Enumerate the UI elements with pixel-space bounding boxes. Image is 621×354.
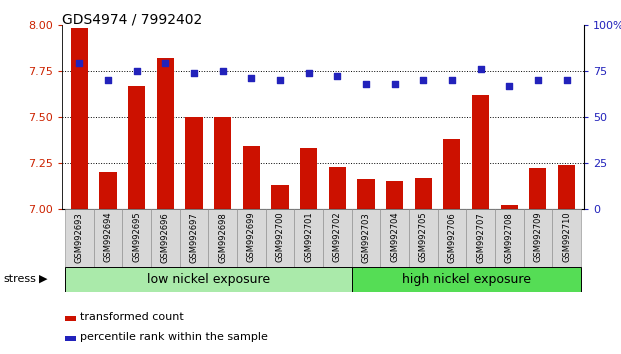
Bar	[208, 209, 237, 267]
Text: GSM992695: GSM992695	[132, 212, 141, 262]
Bar	[71, 28, 88, 209]
Bar	[524, 209, 552, 267]
Bar	[443, 139, 461, 209]
Bar	[380, 209, 409, 267]
Point	[160, 61, 170, 66]
Text: GSM992700: GSM992700	[276, 212, 284, 262]
Bar	[128, 86, 145, 209]
Point	[189, 70, 199, 75]
Bar	[495, 209, 524, 267]
Text: GSM992702: GSM992702	[333, 212, 342, 262]
Text: GSM992699: GSM992699	[247, 212, 256, 262]
Text: high nickel exposure: high nickel exposure	[402, 273, 531, 286]
Bar	[552, 209, 581, 267]
Text: GSM992701: GSM992701	[304, 212, 313, 262]
Point	[419, 77, 428, 83]
Point	[561, 77, 571, 83]
Bar	[415, 178, 432, 209]
Bar	[529, 169, 546, 209]
Text: low nickel exposure: low nickel exposure	[147, 273, 270, 286]
Point	[504, 83, 514, 88]
Text: GSM992703: GSM992703	[361, 212, 370, 263]
Bar	[65, 209, 94, 267]
Point	[476, 66, 486, 72]
Text: GSM992697: GSM992697	[189, 212, 199, 263]
Bar	[271, 185, 289, 209]
Text: percentile rank within the sample: percentile rank within the sample	[80, 332, 268, 342]
Point	[447, 77, 457, 83]
Text: GSM992709: GSM992709	[533, 212, 542, 262]
Text: GSM992694: GSM992694	[104, 212, 112, 262]
Text: transformed count: transformed count	[80, 312, 184, 322]
Point	[533, 77, 543, 83]
Bar	[99, 172, 117, 209]
Text: GSM992704: GSM992704	[390, 212, 399, 262]
Bar	[185, 117, 202, 209]
Point	[304, 70, 314, 75]
Text: GSM992698: GSM992698	[218, 212, 227, 263]
Bar	[386, 181, 403, 209]
Bar	[179, 209, 208, 267]
Bar	[214, 117, 231, 209]
Bar	[243, 146, 260, 209]
Bar	[122, 209, 151, 267]
Bar	[266, 209, 294, 267]
Bar	[351, 267, 581, 292]
Bar	[438, 209, 466, 267]
Bar	[94, 209, 122, 267]
Bar	[294, 209, 323, 267]
Bar	[472, 95, 489, 209]
Bar	[357, 179, 374, 209]
Bar	[558, 165, 575, 209]
Text: stress: stress	[3, 274, 36, 284]
Point	[389, 81, 399, 86]
Point	[275, 77, 285, 83]
Point	[332, 74, 342, 79]
Point	[217, 68, 227, 74]
Text: ▶: ▶	[39, 274, 47, 284]
Point	[361, 81, 371, 86]
Bar	[323, 209, 351, 267]
Text: GSM992696: GSM992696	[161, 212, 170, 263]
Bar	[65, 336, 76, 341]
Bar	[151, 209, 179, 267]
Bar	[156, 58, 174, 209]
Bar	[351, 209, 380, 267]
Bar	[65, 267, 351, 292]
Bar	[237, 209, 266, 267]
Text: GDS4974 / 7992402: GDS4974 / 7992402	[62, 12, 202, 27]
Bar	[300, 148, 317, 209]
Bar	[466, 209, 495, 267]
Text: GSM992705: GSM992705	[419, 212, 428, 262]
Point	[247, 75, 256, 81]
Bar	[501, 205, 518, 209]
Text: GSM992708: GSM992708	[505, 212, 514, 263]
Text: GSM992693: GSM992693	[75, 212, 84, 263]
Text: GSM992706: GSM992706	[447, 212, 456, 263]
Bar	[329, 166, 346, 209]
Bar	[65, 316, 76, 321]
Point	[132, 68, 142, 74]
Point	[103, 77, 113, 83]
Text: GSM992710: GSM992710	[562, 212, 571, 262]
Text: GSM992707: GSM992707	[476, 212, 485, 263]
Bar	[409, 209, 438, 267]
Point	[75, 61, 84, 66]
